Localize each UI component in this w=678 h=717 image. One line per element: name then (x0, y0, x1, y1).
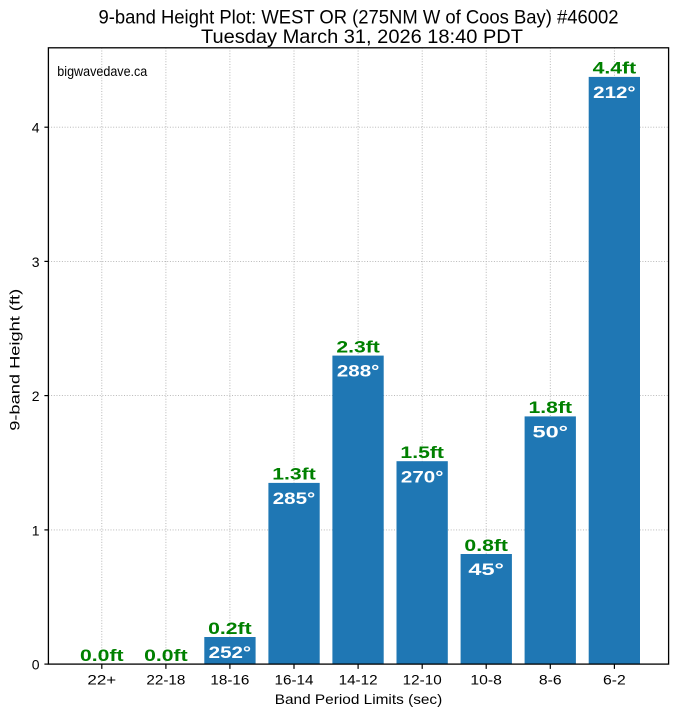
svg-text:1: 1 (32, 522, 40, 538)
svg-text:2.3ft: 2.3ft (336, 337, 380, 356)
svg-text:288°: 288° (337, 362, 380, 381)
svg-text:bigwavedave.ca: bigwavedave.ca (57, 63, 147, 79)
svg-text:0.0ft: 0.0ft (80, 646, 124, 665)
svg-text:1.3ft: 1.3ft (272, 465, 316, 484)
svg-text:9-band Height (ft): 9-band Height (ft) (7, 289, 23, 431)
svg-text:18-16: 18-16 (210, 672, 249, 688)
svg-text:22+: 22+ (87, 672, 116, 688)
svg-text:6-2: 6-2 (603, 672, 626, 688)
svg-text:1.5ft: 1.5ft (400, 443, 444, 462)
svg-text:0: 0 (32, 657, 40, 673)
svg-text:1.8ft: 1.8ft (529, 398, 573, 417)
svg-text:2: 2 (32, 388, 40, 404)
svg-text:12-10: 12-10 (403, 672, 442, 688)
svg-text:45°: 45° (468, 560, 504, 579)
svg-text:Band Period Limits (sec): Band Period Limits (sec) (275, 691, 443, 707)
svg-text:Tuesday March 31, 2026 18:40 P: Tuesday March 31, 2026 18:40 PDT (201, 26, 523, 48)
svg-text:10-8: 10-8 (470, 672, 502, 688)
svg-text:270°: 270° (401, 467, 444, 486)
svg-text:285°: 285° (273, 489, 316, 508)
svg-text:212°: 212° (593, 83, 636, 102)
svg-text:50°: 50° (533, 423, 569, 442)
svg-text:9-band Height Plot: WEST OR (2: 9-band Height Plot: WEST OR (275NM W of … (99, 7, 619, 29)
svg-text:4: 4 (32, 120, 40, 136)
svg-text:8-6: 8-6 (539, 672, 562, 688)
svg-text:3: 3 (32, 254, 40, 270)
svg-text:0.2ft: 0.2ft (208, 619, 252, 638)
svg-text:252°: 252° (209, 643, 252, 662)
svg-text:14-12: 14-12 (339, 672, 378, 688)
svg-text:16-14: 16-14 (275, 672, 314, 688)
svg-text:0.8ft: 0.8ft (464, 536, 508, 555)
svg-text:0.0ft: 0.0ft (144, 646, 188, 665)
svg-text:22-18: 22-18 (146, 672, 185, 688)
svg-text:4.4ft: 4.4ft (593, 59, 637, 78)
